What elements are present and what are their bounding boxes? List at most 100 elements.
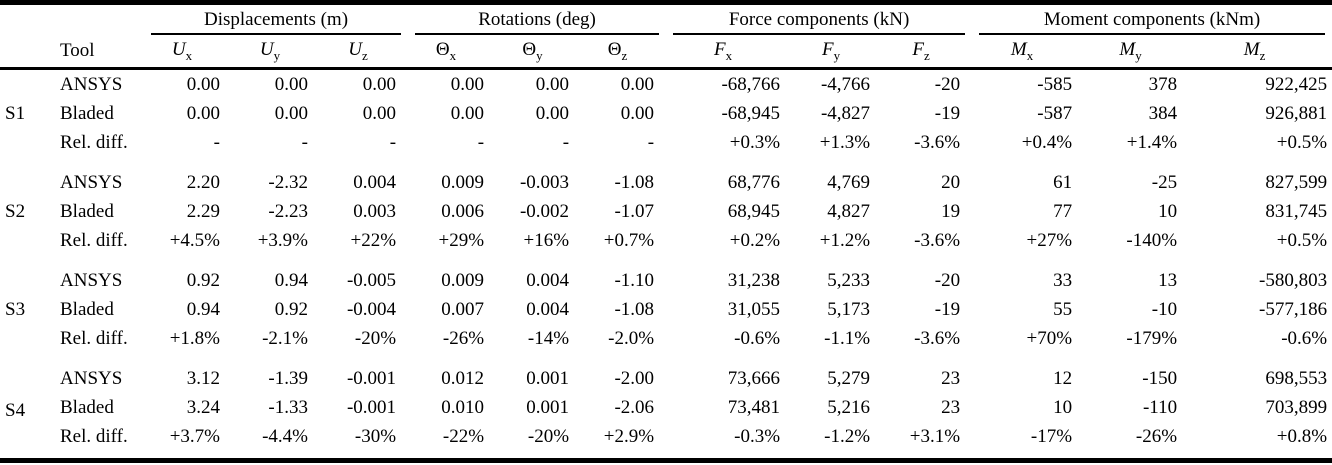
cell-mz: 831,745 (1265, 200, 1328, 222)
cell-thz: +2.9% (603, 425, 655, 447)
cell-fy: 4,827 (827, 200, 871, 222)
cell-mx: 55 (1053, 298, 1073, 320)
cell-my: -26% (1135, 425, 1178, 447)
cell-ux: +4.5% (169, 229, 220, 251)
cell-ux: 0.94 (186, 298, 220, 320)
col-header-thx: Θx (408, 35, 497, 70)
cell-thy: - (562, 131, 570, 153)
cell-uy: 0.94 (274, 269, 308, 291)
tool-cell: Bladed (60, 200, 114, 222)
cell-mz: -577,186 (1259, 298, 1328, 320)
group-header-label: Rotations (deg) (478, 9, 596, 30)
cell-fz: -20 (934, 269, 961, 291)
col-header-ux: Ux (144, 35, 232, 70)
cell-thz: -2.0% (608, 327, 655, 349)
cell-uz: -20% (354, 327, 397, 349)
cell-fz: 19 (941, 200, 961, 222)
cell-fx: 31,055 (727, 298, 781, 320)
cell-fx: 73,481 (727, 396, 781, 418)
section-label: S1 (5, 102, 26, 124)
cell-uy: - (301, 131, 308, 153)
cell-thy: 0.004 (526, 298, 570, 320)
tool-cell: ANSYS (60, 73, 123, 95)
tool-cell: ANSYS (60, 269, 123, 291)
table-row: S1 ANSYS 0.00 0.00 0.00 0.00 0.00 0.00 -68,766 -4… (0, 69, 1332, 124)
cell-fx: +0.2% (729, 229, 781, 251)
section-label: S3 (5, 298, 26, 320)
cell-thy: 0.00 (535, 73, 570, 95)
cell-fz: -20 (934, 73, 961, 95)
cell-mz: +0.5% (1276, 229, 1328, 251)
group-header-moments: Moment components (kNm) (972, 5, 1332, 35)
cell-my: -179% (1126, 327, 1178, 349)
cell-thx: 0.00 (450, 102, 485, 124)
cell-ux: 2.20 (186, 171, 220, 193)
cell-thy: -20% (527, 425, 570, 447)
cell-thx: 0.006 (441, 200, 485, 222)
cell-fz: -3.6% (914, 229, 961, 251)
cell-thx: 0.00 (450, 73, 485, 95)
group-header-label: Force components (kN) (728, 9, 910, 30)
cell-mx: -17% (1030, 425, 1073, 447)
table-row: S2 ANSYS 2.20 -2.32 0.004 0.009 -0.003 -1.08 68,… (0, 157, 1332, 222)
cell-ux: +1.8% (169, 327, 220, 349)
cell-fx: -0.6% (734, 327, 781, 349)
group-header-spacer (0, 5, 144, 35)
cell-mx: +0.4% (1021, 131, 1073, 153)
cell-mz: 703,899 (1265, 396, 1328, 418)
cell-mz: +0.5% (1276, 131, 1328, 153)
table-row: S3 ANSYS 0.92 0.94 -0.005 0.009 0.004 -1.10 31,2… (0, 255, 1332, 320)
table-row: Bladed 0.00 0.00 0.00 0.00 0.00 0.00 -68,945 -4,… (0, 99, 1332, 128)
cell-ux: +3.7% (169, 425, 220, 447)
tool-cell: Bladed (60, 396, 114, 418)
cell-my: -150 (1142, 367, 1178, 389)
cell-mx: +70% (1026, 327, 1073, 349)
cell-fy: 5,173 (827, 298, 871, 320)
cell-uz: 0.003 (353, 200, 397, 222)
cell-fy: 5,279 (827, 367, 871, 389)
cell-uz: -0.005 (346, 269, 397, 291)
cell-thy: 0.001 (526, 367, 570, 389)
cell-mz: 926,881 (1265, 102, 1328, 124)
cell-ux: 3.24 (186, 396, 220, 418)
table-top-rule (0, 0, 1332, 5)
cell-uz: -30% (354, 425, 397, 447)
cell-fx: -68,766 (721, 73, 781, 95)
cell-fz: +3.1% (909, 425, 961, 447)
cell-thz: -1.07 (614, 200, 655, 222)
cell-uz: -0.001 (346, 396, 397, 418)
tool-column-header: Tool (52, 35, 144, 70)
cell-mx: 12 (1053, 367, 1073, 389)
cell-thy: -0.003 (519, 171, 570, 193)
tool-cell: Rel. diff. (60, 229, 128, 251)
cell-thy: 0.004 (526, 269, 570, 291)
table-bottom-rule (0, 458, 1332, 463)
cell-mx: +27% (1026, 229, 1073, 251)
col-header-thz: Θz (581, 35, 667, 70)
cell-uy: -2.23 (268, 200, 308, 222)
col-header-fy: Fy (792, 35, 883, 70)
col-header-fx: Fx (666, 35, 793, 70)
cell-fy: +1.3% (819, 131, 871, 153)
cell-fz: 23 (941, 396, 961, 418)
cell-mx: 10 (1053, 396, 1073, 418)
cell-thz: - (647, 131, 655, 153)
cell-uy: 0.92 (274, 298, 308, 320)
section-label: S2 (5, 200, 26, 222)
cell-fz: -19 (934, 298, 961, 320)
col-header-fz: Fz (882, 35, 973, 70)
table-body: S1 ANSYS 0.00 0.00 0.00 0.00 0.00 0.00 -68,766 -4… (0, 69, 1332, 459)
cell-thz: 0.00 (620, 73, 655, 95)
tool-cell: Bladed (60, 298, 114, 320)
section-label: S4 (5, 400, 26, 421)
cell-my: -110 (1142, 396, 1178, 418)
cell-thx: +29% (438, 229, 485, 251)
col-header-uz: Uz (320, 35, 409, 70)
table-row: Rel. diff. +1.8% -2.1% -20% -26% -14% -2.0% -0.… (0, 324, 1332, 353)
cell-uy: -2.32 (268, 171, 308, 193)
group-header-displacements: Displacements (m) (144, 5, 408, 35)
cell-my: -140% (1126, 229, 1178, 251)
tool-cell: ANSYS (60, 171, 123, 193)
cell-mx: 33 (1053, 269, 1073, 291)
